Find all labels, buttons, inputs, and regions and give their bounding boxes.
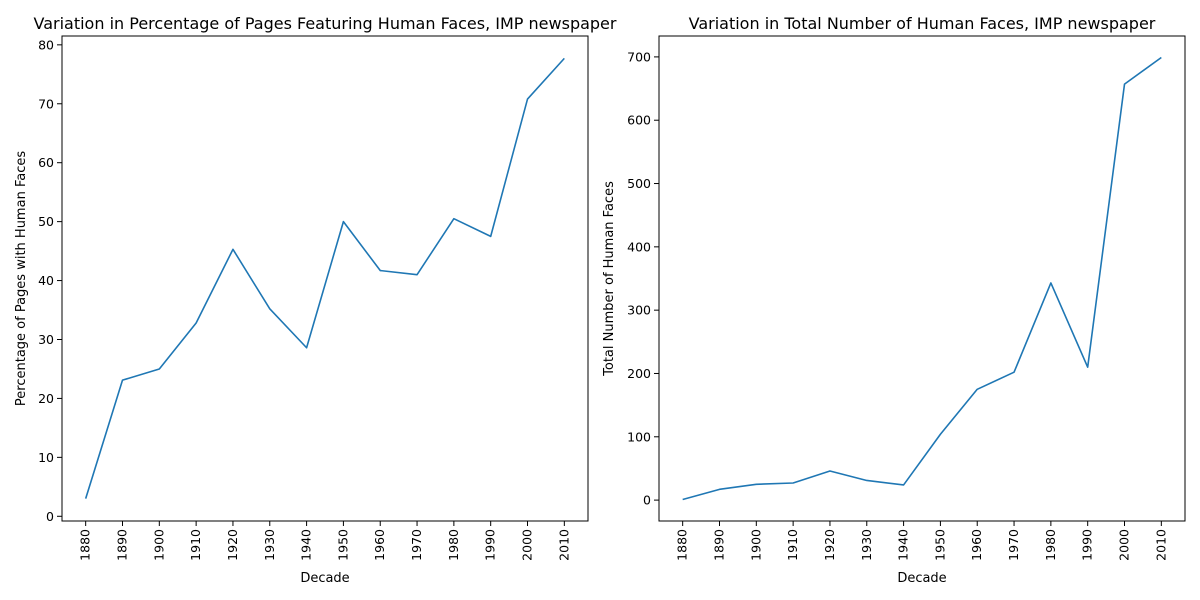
x-tick-label: 1880 (78, 529, 93, 561)
x-tick-label: 2010 (1153, 529, 1168, 561)
x-tick-label: 1900 (151, 529, 166, 561)
x-tick-label: 1910 (188, 529, 203, 561)
series-line (682, 56, 1162, 501)
x-tick-label: 1970 (409, 529, 424, 561)
x-tick-label: 1960 (969, 529, 984, 561)
x-tick-label: 1890 (114, 529, 129, 561)
x-axis-label: Decade (897, 571, 946, 586)
x-tick-label: 1980 (1043, 529, 1058, 561)
y-tick-label: 100 (627, 429, 651, 444)
x-tick-label: 1950 (932, 529, 947, 561)
x-tick-label: 1940 (896, 529, 911, 561)
y-axis-label: Percentage of Pages with Human Faces (14, 151, 29, 406)
y-tick-label: 500 (627, 176, 651, 191)
chart-total-faces: Variation in Total Number of Human Faces… (602, 14, 1186, 586)
x-tick-label: 2010 (556, 529, 571, 561)
y-tick-label: 400 (627, 239, 651, 254)
y-tick-label: 0 (643, 493, 651, 508)
x-tick-label: 1940 (299, 529, 314, 561)
y-tick-label: 80 (38, 37, 54, 52)
y-tick-label: 50 (38, 214, 54, 229)
plot-frame (61, 35, 589, 522)
x-tick-label: 1930 (859, 529, 874, 561)
x-tick-label: 1920 (225, 529, 240, 561)
y-tick-label: 600 (627, 113, 651, 128)
x-tick-label: 1970 (1006, 529, 1021, 561)
x-tick-label: 1880 (675, 529, 690, 561)
x-tick-label: 1960 (372, 529, 387, 561)
x-tick-label: 1980 (446, 529, 461, 561)
x-axis-label: Decade (300, 571, 349, 586)
chart-title: Variation in Total Number of Human Faces… (689, 14, 1156, 33)
x-tick-label: 1930 (262, 529, 277, 561)
y-tick-label: 0 (46, 509, 54, 524)
plot-frame (658, 35, 1186, 522)
x-tick-label: 1990 (483, 529, 498, 561)
x-tick-label: 1920 (822, 529, 837, 561)
series-line (84, 57, 565, 499)
x-tick-label: 1990 (1080, 529, 1095, 561)
x-tick-label: 1950 (335, 529, 350, 561)
x-tick-label: 1910 (785, 529, 800, 561)
y-tick-label: 20 (38, 391, 54, 406)
x-tick-label: 1890 (711, 529, 726, 561)
y-tick-label: 60 (38, 155, 54, 170)
chart-percentage-pages: Variation in Percentage of Pages Featuri… (14, 14, 617, 586)
x-tick-label: 2000 (520, 529, 535, 561)
y-tick-label: 10 (38, 450, 54, 465)
y-tick-label: 200 (627, 366, 651, 381)
y-tick-label: 300 (627, 303, 651, 318)
y-axis-label: Total Number of Human Faces (602, 181, 617, 377)
x-tick-label: 1900 (748, 529, 763, 561)
y-tick-label: 700 (627, 49, 651, 64)
y-tick-label: 30 (38, 332, 54, 347)
y-tick-label: 70 (38, 96, 54, 111)
chart-title: Variation in Percentage of Pages Featuri… (34, 14, 617, 33)
x-tick-label: 2000 (1117, 529, 1132, 561)
y-tick-label: 40 (38, 273, 54, 288)
